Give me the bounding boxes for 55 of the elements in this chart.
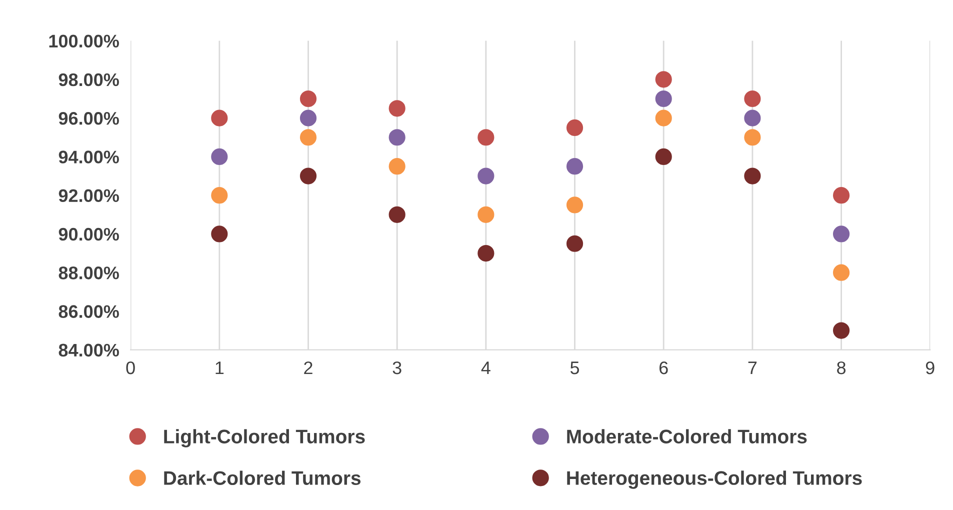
point <box>744 129 761 146</box>
point <box>300 129 317 146</box>
point <box>566 235 584 252</box>
y-tick-label: 86.00% <box>58 305 119 318</box>
point <box>388 206 406 223</box>
y-tick-label: 88.00% <box>58 266 119 280</box>
point <box>744 168 761 184</box>
point <box>566 196 584 214</box>
y-tick-label: 98.00% <box>58 73 119 86</box>
point <box>832 226 850 242</box>
point <box>388 158 406 175</box>
x-tick-label: 7 <box>748 362 757 374</box>
y-tick-label: 96.00% <box>58 112 119 125</box>
legend-label: Dark-Colored Tumors <box>164 470 361 485</box>
point <box>655 110 672 126</box>
point <box>832 322 850 339</box>
point <box>300 110 317 126</box>
legend-label: Moderate-Colored Tumors <box>567 429 807 444</box>
point <box>655 90 672 108</box>
point <box>211 226 228 242</box>
x-tick-label: 6 <box>660 361 668 374</box>
x-tick-label: 4 <box>481 362 490 374</box>
point <box>478 168 494 184</box>
x-tick-label: 9 <box>926 361 934 374</box>
x-tick-label: 1 <box>216 362 224 374</box>
y-tick-label: 90.00% <box>58 228 119 241</box>
point <box>300 90 317 108</box>
point <box>566 158 584 175</box>
point <box>478 244 494 262</box>
point <box>655 71 672 88</box>
y-tick-label: 84.00% <box>58 344 119 357</box>
point <box>832 264 850 281</box>
legend-label: Heterogeneous-Colored Tumors <box>567 470 862 489</box>
x-tick-label: 0 <box>126 361 135 374</box>
y-tick-label: 92.00% <box>58 189 119 202</box>
point <box>300 168 317 184</box>
point <box>744 110 761 126</box>
point <box>388 129 406 146</box>
point <box>832 187 850 204</box>
point <box>655 148 672 165</box>
point <box>388 100 406 117</box>
y-tick-label: 100.00% <box>49 34 119 48</box>
x-tick-label: 5 <box>570 362 580 374</box>
point <box>478 129 494 146</box>
y-tick-label: 94.00% <box>58 150 119 164</box>
legend-label: Light-Colored Tumors <box>164 429 365 448</box>
point <box>478 206 494 223</box>
x-tick-label: 8 <box>837 361 846 374</box>
x-tick-label: 3 <box>392 361 402 374</box>
point <box>211 187 228 204</box>
point <box>211 148 228 165</box>
point <box>211 110 228 126</box>
point <box>744 90 761 108</box>
point <box>566 119 584 136</box>
x-tick-label: 2 <box>304 361 312 374</box>
